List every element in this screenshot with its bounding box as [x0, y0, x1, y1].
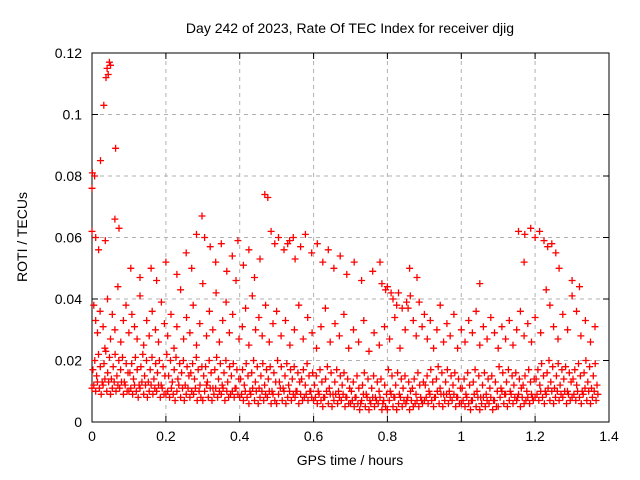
x-tick-label: 1.2: [525, 428, 545, 444]
y-tick-label: 0: [74, 414, 82, 430]
y-axis-label: ROTI / TECUs: [14, 192, 30, 282]
x-tick-label: 0: [88, 428, 96, 444]
y-tick-label: 0.08: [55, 168, 82, 184]
grid-lines: [92, 53, 609, 422]
x-tick-labels: 0 0.2 0.4 0.6 0.8 1 1.2 1.4: [88, 428, 619, 444]
y-tick-labels: 0 0.02 0.04 0.06 0.08 0.1 0.12: [55, 45, 82, 430]
y-tick-label: 0.04: [55, 291, 82, 307]
x-tick-label: 1.4: [599, 428, 619, 444]
y-tick-label: 0.02: [55, 353, 82, 369]
x-tick-label: 0.8: [378, 428, 398, 444]
x-axis-label: GPS time / hours: [297, 452, 404, 468]
y-tick-label: 0.12: [55, 45, 82, 61]
x-tick-label: 0.2: [156, 428, 176, 444]
data-points: [88, 58, 602, 414]
x-tick-label: 0.6: [304, 428, 324, 444]
y-tick-label: 0.1: [63, 107, 83, 123]
y-tick-label: 0.06: [55, 230, 82, 246]
chart-title: Day 242 of 2023, Rate Of TEC Index for r…: [186, 20, 514, 36]
x-tick-label: 1: [457, 428, 465, 444]
x-tick-label: 0.4: [230, 428, 250, 444]
axis-ticks: [91, 52, 610, 423]
